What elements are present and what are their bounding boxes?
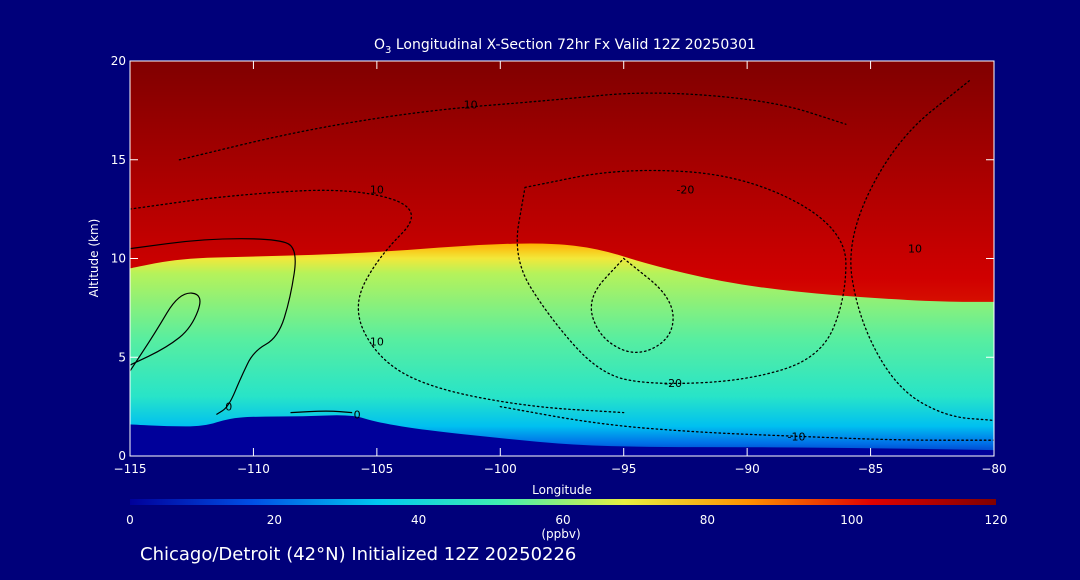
- x-tick-label-4: −95: [611, 462, 636, 476]
- y-tick-label-3: 15: [111, 153, 126, 167]
- contour-line-3: [590, 257, 674, 353]
- troposphere-field: [130, 243, 994, 456]
- contour-label-5: -20: [664, 377, 682, 390]
- chart-title: O3 Longitudinal X-Section 72hr Fx Valid …: [374, 37, 756, 56]
- x-tick-label-6: −85: [858, 462, 883, 476]
- contour-line-0: [178, 92, 847, 161]
- colorbar-tick-label-2: 40: [411, 513, 426, 527]
- x-tick-label-3: −100: [484, 462, 517, 476]
- contour-label-8: 0: [354, 409, 361, 422]
- contour-label-6: -10: [788, 430, 806, 443]
- y-axis-label: Altitude (km): [87, 219, 101, 298]
- y-tick-label-2: 10: [111, 252, 126, 266]
- contour-label-0: 10: [464, 98, 478, 111]
- colorbar-tick-label-4: 80: [700, 513, 715, 527]
- colorbar-tick-label-1: 20: [267, 513, 282, 527]
- contour-line-6: [130, 238, 296, 416]
- colorbar-tick-label-6: 120: [985, 513, 1008, 527]
- contour-line-8: [290, 410, 353, 414]
- colorbar-tick-label-5: 100: [840, 513, 863, 527]
- contour-line-7: [130, 292, 201, 372]
- x-tick-label-1: −110: [237, 462, 270, 476]
- y-tick-label-1: 5: [118, 350, 126, 364]
- contour-labels: 10 10 -20 10 10 -20 -10 0 0: [225, 98, 922, 443]
- colorbar-units: (ppbv): [541, 527, 580, 541]
- colorbar-tick-label-0: 0: [126, 513, 134, 527]
- contour-line-1: [130, 189, 625, 414]
- colorbar-tick-label-3: 60: [555, 513, 570, 527]
- colorbar-ticks: 0 20 40 60 80 100 120: [126, 513, 1007, 527]
- contour-label-1: 10: [370, 183, 384, 196]
- x-tick-label-5: −90: [734, 462, 759, 476]
- x-axis-label: Longitude: [532, 483, 592, 497]
- contour-label-2: -20: [676, 183, 694, 196]
- colorbar: [130, 499, 996, 505]
- y-tick-label-4: 20: [111, 54, 126, 68]
- x-tick-label-7: −80: [981, 462, 1006, 476]
- contour-lines: [130, 80, 994, 441]
- contour-line-5: [499, 405, 994, 441]
- contour-label-3: 10: [908, 243, 922, 256]
- x-tick-label-0: −115: [114, 462, 147, 476]
- y-axis: 0 5 10 15 20: [111, 54, 994, 463]
- contour-line-2: [516, 169, 847, 385]
- x-axis: −115 −110 −105 −100 −95 −90 −85 −80: [114, 61, 1007, 476]
- plot-area: 10 10 -20 10 10 -20 -10 0 0: [130, 61, 994, 456]
- x-tick-label-2: −105: [360, 462, 393, 476]
- contour-label-4: 10: [370, 335, 384, 348]
- terrain-field: [130, 415, 994, 456]
- contour-label-7: 0: [225, 401, 232, 414]
- footer-caption: Chicago/Detroit (42°N) Initialized 12Z 2…: [140, 544, 576, 565]
- contour-line-4: [850, 80, 994, 422]
- y-tick-label-0: 0: [118, 449, 126, 463]
